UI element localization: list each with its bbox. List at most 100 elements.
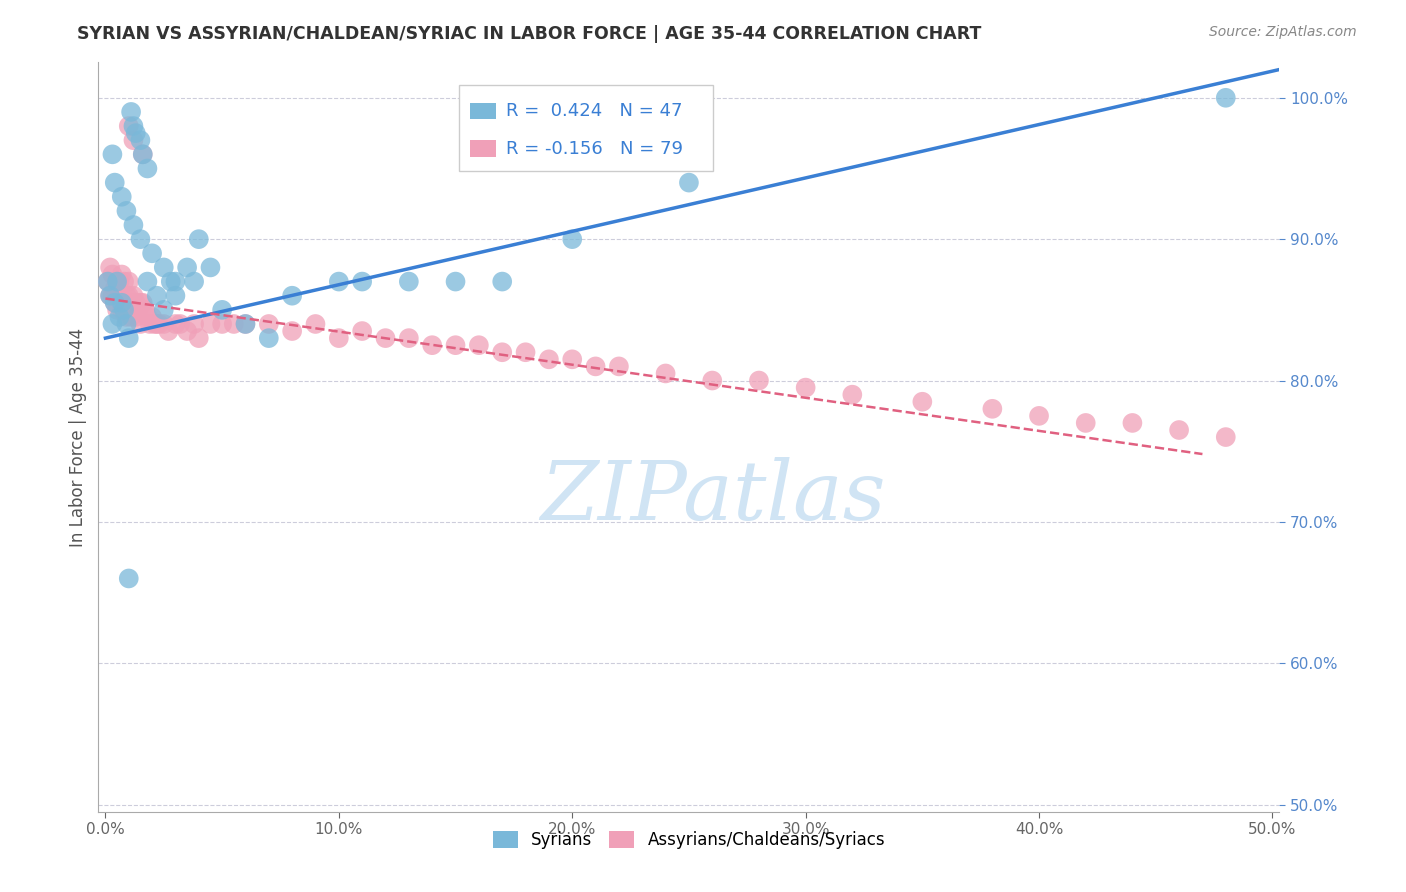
Point: [444, 338, 467, 352]
Point: [841, 387, 863, 401]
Point: [183, 275, 205, 289]
Point: [981, 401, 1004, 416]
Point: [105, 302, 128, 317]
Text: ZIPatlas: ZIPatlas: [540, 457, 886, 537]
Point: [111, 190, 134, 204]
Point: [585, 359, 607, 374]
Point: [1215, 91, 1237, 105]
Point: [129, 317, 152, 331]
Point: [118, 571, 141, 585]
Point: [122, 119, 145, 133]
Point: [120, 310, 142, 324]
Point: [129, 133, 152, 147]
Point: [1215, 430, 1237, 444]
Point: [118, 295, 141, 310]
Point: [132, 295, 155, 310]
Point: [468, 338, 491, 352]
Point: [141, 246, 163, 260]
Point: [125, 126, 148, 140]
Point: [115, 317, 138, 331]
Point: [200, 260, 222, 275]
Point: [122, 133, 145, 147]
Point: [176, 324, 198, 338]
Point: [911, 394, 934, 409]
Point: [398, 331, 420, 345]
Point: [134, 302, 156, 317]
Point: [257, 331, 280, 345]
Point: [222, 317, 245, 331]
Point: [702, 374, 724, 388]
Point: [108, 289, 131, 303]
Point: [125, 295, 148, 310]
Point: [112, 275, 135, 289]
Point: [127, 302, 149, 317]
Point: [328, 275, 350, 289]
Point: [159, 275, 181, 289]
Point: [257, 317, 280, 331]
Point: [115, 289, 138, 303]
Point: [748, 374, 770, 388]
Point: [129, 295, 152, 310]
Point: [105, 275, 128, 289]
Point: [112, 295, 135, 310]
Point: [491, 275, 513, 289]
Point: [444, 275, 467, 289]
Point: [794, 381, 817, 395]
Point: [115, 203, 138, 218]
Point: [112, 302, 135, 317]
Point: [1028, 409, 1050, 423]
Point: [122, 289, 145, 303]
Point: [654, 367, 676, 381]
Point: [98, 289, 121, 303]
Point: [352, 324, 374, 338]
Point: [211, 317, 233, 331]
Point: [111, 295, 134, 310]
Point: [141, 310, 163, 324]
Point: [152, 302, 174, 317]
Point: [97, 275, 120, 289]
Point: [98, 289, 121, 303]
Point: [165, 275, 187, 289]
Text: SYRIAN VS ASSYRIAN/CHALDEAN/SYRIAC IN LABOR FORCE | AGE 35-44 CORRELATION CHART: SYRIAN VS ASSYRIAN/CHALDEAN/SYRIAC IN LA…: [77, 25, 981, 43]
Point: [101, 289, 124, 303]
Y-axis label: In Labor Force | Age 35-44: In Labor Force | Age 35-44: [69, 327, 87, 547]
Point: [132, 147, 155, 161]
Point: [104, 295, 127, 310]
Point: [101, 268, 124, 282]
Point: [398, 275, 420, 289]
Legend: Syrians, Assyrians/Chaldeans/Syriacs: Syrians, Assyrians/Chaldeans/Syriacs: [486, 824, 891, 855]
Point: [118, 119, 141, 133]
Point: [235, 317, 257, 331]
Point: [98, 260, 121, 275]
Point: [1074, 416, 1097, 430]
Point: [136, 310, 159, 324]
Point: [129, 232, 152, 246]
Point: [118, 289, 141, 303]
Point: [281, 289, 304, 303]
Point: [304, 317, 326, 331]
Point: [165, 289, 187, 303]
Point: [515, 345, 537, 359]
Point: [118, 275, 141, 289]
Point: [148, 317, 170, 331]
Point: [122, 218, 145, 232]
Point: [187, 331, 209, 345]
Text: R = -0.156   N = 79: R = -0.156 N = 79: [506, 140, 683, 158]
Point: [115, 310, 138, 324]
Point: [152, 260, 174, 275]
Point: [111, 268, 134, 282]
Point: [165, 317, 187, 331]
Point: [537, 352, 560, 367]
Point: [1121, 416, 1143, 430]
Point: [328, 331, 350, 345]
Point: [607, 359, 630, 374]
Point: [211, 302, 233, 317]
Point: [169, 317, 191, 331]
Point: [122, 302, 145, 317]
Point: [108, 310, 131, 324]
Point: [561, 352, 583, 367]
Point: [139, 317, 162, 331]
Point: [146, 317, 169, 331]
Point: [200, 317, 222, 331]
Point: [1168, 423, 1191, 437]
